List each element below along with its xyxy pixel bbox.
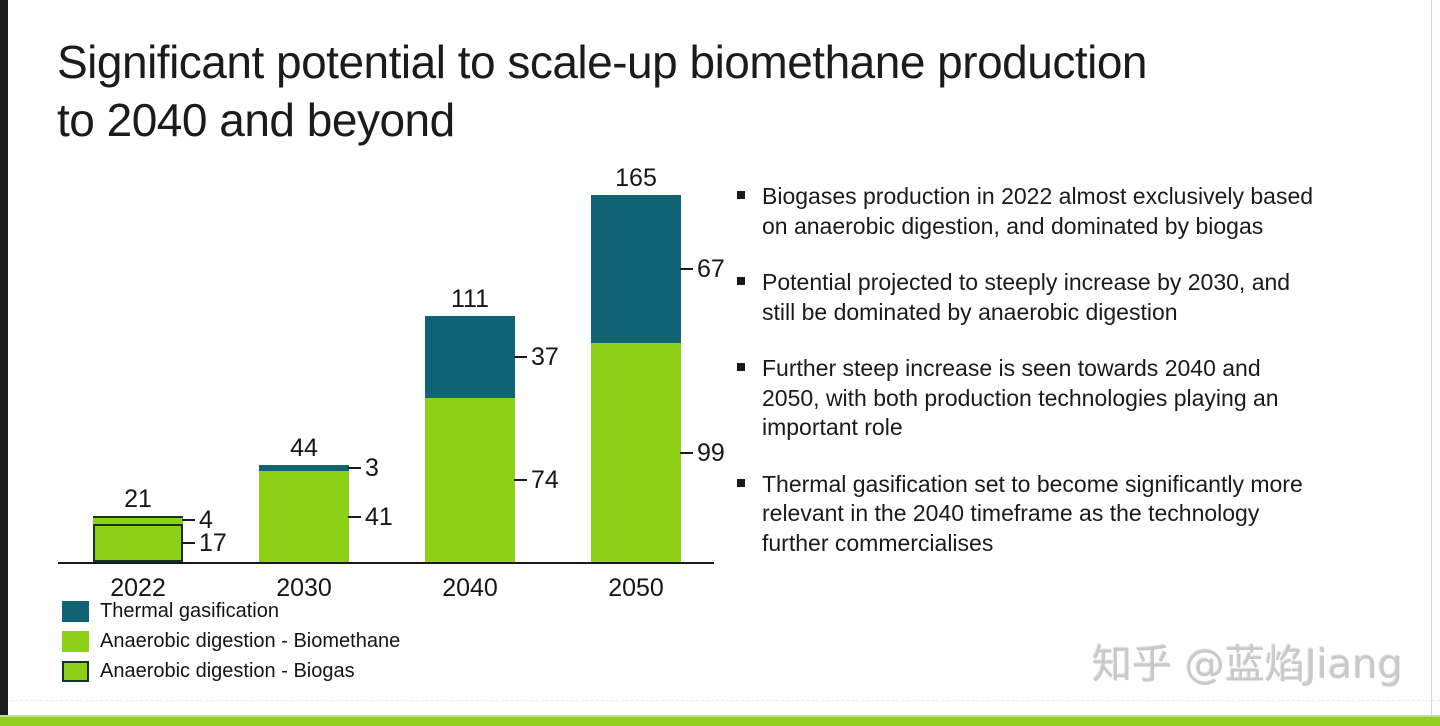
segment-value-label: 17 [199, 529, 227, 558]
segment-value-label: 74 [531, 466, 559, 495]
bullet-text: Further steep increase is seen towards 2… [762, 355, 1279, 440]
footer-accent-bar [0, 715, 1440, 726]
bullet-item: Thermal gasification set to become signi… [736, 470, 1321, 559]
x-axis-line [58, 562, 714, 564]
segment-tick-2050-biomethane [680, 451, 693, 454]
bullet-square-icon [737, 363, 745, 371]
segment-tick-2050-thermal [680, 267, 693, 270]
bullet-text: Potential projected to steeply increase … [762, 269, 1291, 325]
bullet-item: Further steep increase is seen towards 2… [736, 354, 1321, 443]
slide-right-border [1431, 0, 1440, 726]
x-axis-tick-label: 2050 [608, 574, 664, 602]
segment-value-label: 3 [365, 453, 379, 482]
segment-tick-2040-thermal [514, 356, 527, 359]
x-axis-tick-label: 2030 [276, 574, 332, 602]
footer-divider [0, 700, 1440, 701]
stacked-bar-chart: 17 4 21 2022 41 3 44 2030 74 37 111 2040 99 67 165 2050 [50, 164, 740, 615]
legend-label: Thermal gasification [100, 599, 279, 622]
bar-segment-thermal-2030 [259, 464, 349, 472]
bullet-item: Potential projected to steeply increase … [736, 268, 1321, 327]
legend-item: Thermal gasification [62, 600, 400, 622]
legend-swatch-biogas [62, 660, 89, 682]
legend-label: Anaerobic digestion - Biogas [100, 659, 355, 682]
segment-value-label: 99 [697, 438, 725, 467]
bar-total-label: 165 [615, 163, 657, 192]
page-title-line-2: to 2040 and beyond [57, 94, 455, 146]
segment-tick-2030-thermal [348, 466, 361, 469]
bar-total-label: 44 [290, 433, 318, 462]
bar-segment-biomethane-2050 [591, 343, 681, 562]
segment-tick-2022-biogas [182, 542, 195, 545]
x-axis-tick-label: 2022 [110, 574, 166, 602]
segment-value-label: 37 [531, 343, 559, 372]
page-title: Significant potential to scale-up biomet… [57, 33, 1397, 149]
legend-swatch-biomethane [62, 630, 89, 652]
legend-swatch-thermal [62, 600, 89, 622]
legend-item: Anaerobic digestion - Biomethane [62, 630, 400, 652]
bar-total-label: 21 [124, 484, 152, 513]
segment-value-label: 4 [199, 505, 213, 534]
bullet-square-icon [737, 478, 745, 487]
watermark-text: 知乎 @蓝焰Jiang [1092, 642, 1403, 688]
legend-item: Anaerobic digestion - Biogas [62, 660, 400, 682]
segment-tick-2030-biomethane [348, 515, 361, 518]
bullet-square-icon [737, 277, 745, 285]
bar-segment-thermal-2040 [425, 316, 515, 399]
segment-tick-2040-biomethane [514, 479, 527, 482]
bullet-item: Biogases production in 2022 almost exclu… [736, 182, 1321, 241]
chart-legend: Thermal gasification Anaerobic digestion … [62, 600, 400, 690]
bullet-text: Biogases production in 2022 almost exclu… [762, 183, 1314, 239]
bar-segment-thermal-2050 [591, 194, 681, 343]
bullet-list: Biogases production in 2022 almost exclu… [736, 182, 1321, 585]
bullet-text: Thermal gasification set to become signi… [762, 470, 1303, 556]
bar-total-label: 111 [450, 285, 489, 314]
bar-segment-biomethane-2040 [425, 398, 515, 562]
legend-label: Anaerobic digestion - Biomethane [100, 629, 401, 652]
bar-segment-biomethane-2022 [93, 515, 183, 525]
segment-value-label: 41 [365, 502, 393, 531]
x-axis-tick-label: 2040 [442, 574, 498, 602]
page-title-line-1: Significant potential to scale-up biomet… [57, 36, 1148, 88]
segment-value-label: 67 [697, 254, 725, 283]
window-left-edge [0, 0, 8, 726]
bullet-square-icon [737, 191, 745, 199]
segment-tick-2022-biomethane [182, 518, 195, 521]
bar-segment-biogas-2022 [93, 524, 183, 562]
bar-segment-biomethane-2030 [259, 471, 349, 562]
